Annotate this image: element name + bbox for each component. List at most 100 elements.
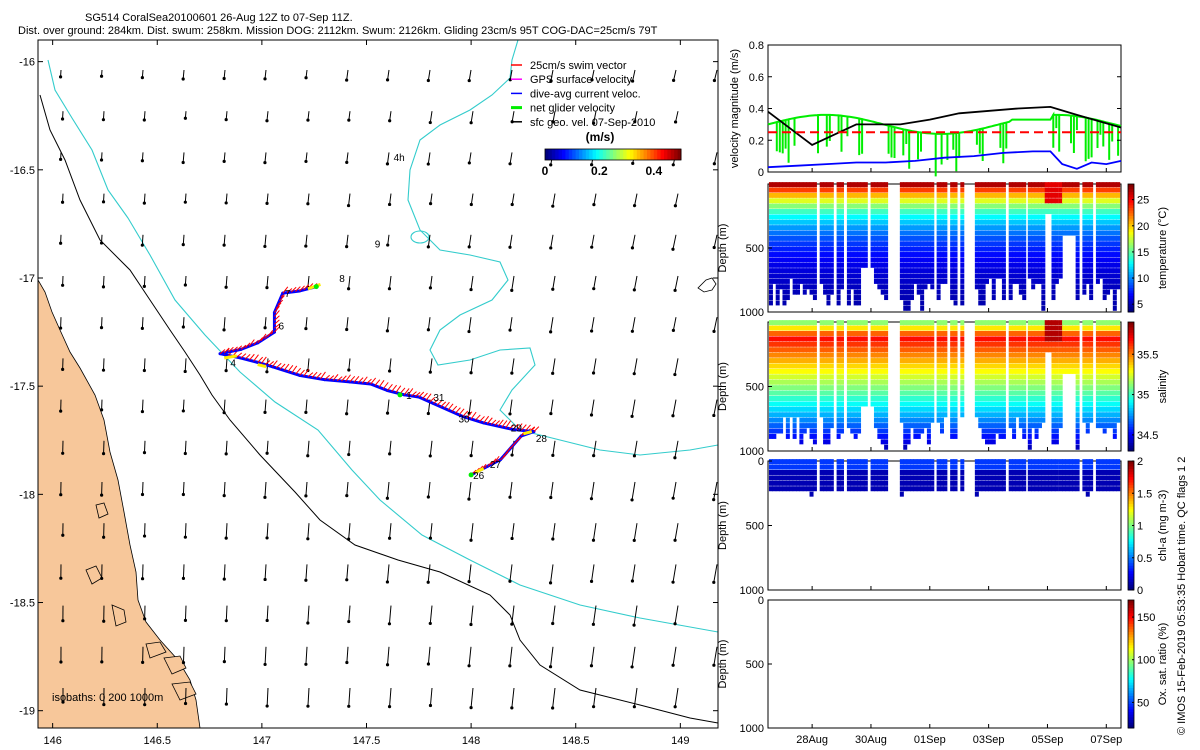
profile-sample (775, 187, 780, 193)
profile-sample (779, 417, 784, 423)
profile-sample (930, 219, 935, 225)
profile-sample (1037, 358, 1042, 364)
profile-sample (826, 352, 831, 358)
profile-sample (802, 203, 807, 209)
profile-sample (981, 358, 986, 364)
profile-sample (1102, 209, 1107, 215)
profile-sample (775, 289, 780, 295)
profile-sample (923, 198, 928, 204)
profile-sample (1082, 262, 1087, 268)
net-glider-velocity-series (767, 111, 1122, 177)
profile-sample (1082, 363, 1087, 369)
profile-sample (1051, 374, 1056, 380)
velocity-ytick-label: 0.2 (749, 135, 764, 147)
profile-sample (909, 284, 914, 290)
profile-sample (860, 235, 865, 241)
geo-velocity-arrowhead (347, 537, 351, 541)
profile-sample (1018, 252, 1023, 258)
profile-sample (853, 262, 858, 268)
profile-sample (826, 406, 831, 412)
profile-sample (860, 374, 865, 380)
profile-sample (870, 203, 875, 209)
profile-sample (785, 395, 790, 401)
profile-sample (772, 469, 777, 475)
profile-sample (1099, 368, 1104, 374)
profile-sample (789, 401, 794, 407)
profile-sample (988, 374, 993, 380)
profile-sample (1012, 225, 1017, 231)
profile-sample (995, 428, 1000, 434)
profile-sample (829, 235, 834, 241)
profile-sample (1112, 225, 1117, 231)
profile-sample (936, 198, 941, 204)
profile-sample (796, 278, 801, 284)
profile-sample (796, 395, 801, 401)
profile-sample (1015, 347, 1020, 353)
profile-sample (916, 241, 921, 247)
profile-sample (785, 379, 790, 385)
profile-sample (873, 469, 878, 475)
profile-sample (1015, 395, 1020, 401)
profile-sample (836, 469, 841, 475)
profile-sample (960, 385, 965, 391)
profile-sample (799, 252, 804, 258)
profile-sample (877, 390, 882, 396)
profile-sample (909, 459, 914, 465)
profile-sample (903, 358, 908, 364)
profile-sample (995, 475, 1000, 481)
profile-sample (850, 209, 855, 215)
profile-sample (1065, 341, 1070, 347)
profile-sample (1015, 401, 1020, 407)
profile-sample (1099, 475, 1104, 481)
profile-sample (1085, 209, 1090, 215)
profile-sample (930, 347, 935, 353)
profile-sample (953, 406, 958, 412)
profile-sample (775, 219, 780, 225)
profile-sample (981, 475, 986, 481)
profile-sample (1034, 406, 1039, 412)
profile-sample (789, 464, 794, 470)
profile-sample (906, 182, 911, 188)
profile-sample (860, 363, 865, 369)
swim-vector (303, 284, 310, 291)
profile-sample (823, 273, 828, 279)
profile-sample (1075, 475, 1080, 481)
profile-sample (1085, 469, 1090, 475)
profile-sample (1051, 198, 1056, 204)
geo-velocity-arrowhead (510, 288, 514, 292)
swim-vector (274, 310, 280, 317)
geo-velocity-arrowhead (222, 659, 226, 664)
geo-velocity-arrowhead (426, 245, 430, 249)
profile-sample (809, 374, 814, 380)
profile-sample (950, 268, 955, 274)
section-colorbar-cell (1128, 405, 1134, 409)
profile-sample (880, 352, 885, 358)
profile-sample (782, 230, 787, 236)
profile-sample (906, 192, 911, 198)
profile-sample (906, 252, 911, 258)
profile-sample (1082, 320, 1087, 326)
geo-velocity-arrow (470, 193, 474, 205)
profile-sample (877, 241, 882, 247)
profile-sample (870, 230, 875, 236)
profile-sample (909, 352, 914, 358)
profile-sample (775, 385, 780, 391)
profile-sample (853, 198, 858, 204)
profile-sample (981, 214, 986, 220)
profile-sample (988, 368, 993, 374)
profile-sample (863, 219, 868, 225)
profile-sample (1112, 417, 1117, 423)
section-colorbar-cell (1128, 356, 1134, 361)
profile-sample (819, 325, 824, 331)
profile-sample (1044, 480, 1049, 486)
profile-sample (906, 284, 911, 290)
profile-sample (1109, 230, 1114, 236)
profile-sample (1012, 486, 1017, 492)
profile-sample (1051, 423, 1056, 429)
profile-sample (913, 241, 918, 247)
profile-sample (899, 246, 904, 252)
profile-sample (909, 374, 914, 380)
profile-sample (1109, 363, 1114, 369)
section-colorbar-cell (1128, 367, 1134, 371)
profile-sample (853, 459, 858, 465)
